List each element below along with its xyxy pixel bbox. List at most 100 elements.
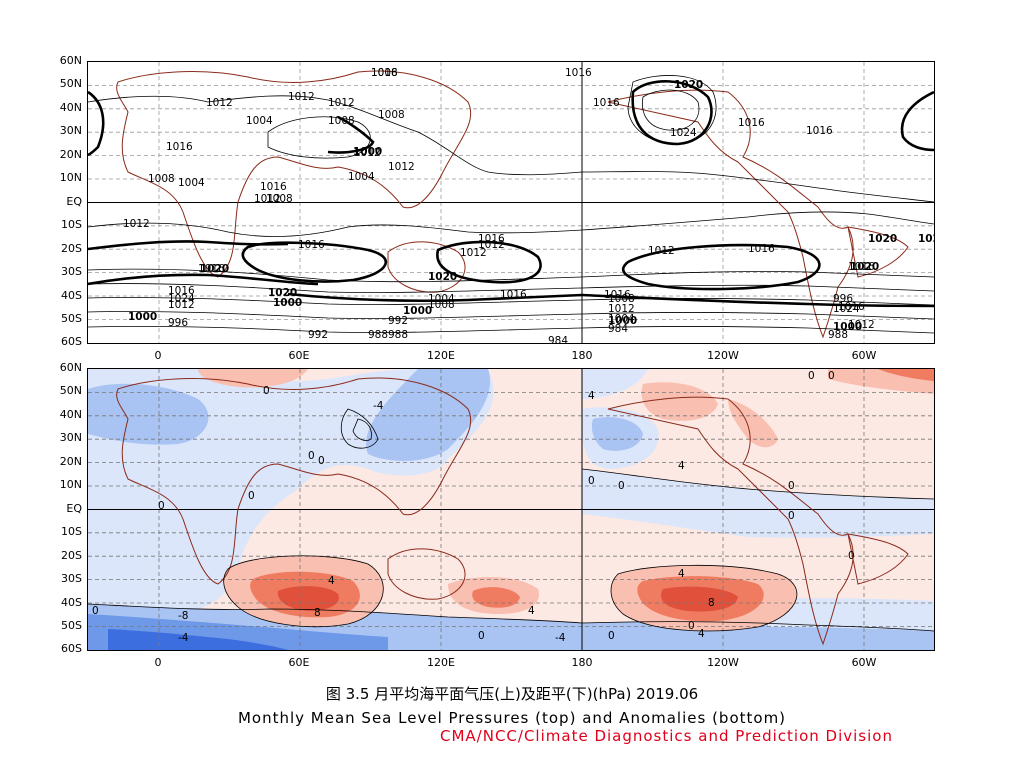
contour-label: 1008 [328,115,355,127]
contour-label: 0 [263,385,270,397]
latitude-label: 20N [59,454,82,468]
contour-label: 1016 [166,141,193,153]
latitude-label: 10S [61,525,82,539]
latitude-label: 30N [59,431,82,445]
top-contours-bold [88,80,934,308]
contour-label: 0 [828,370,835,382]
contour-label: 0 [618,480,625,492]
contour-label: 988 [828,329,848,341]
contour-label: 1016 [298,239,325,251]
contour-label: -4 [555,632,566,644]
latitude-label: 20S [61,548,82,562]
contour-label: 0 [608,630,615,642]
contour-label: 1016 [848,261,875,273]
contour-label: 1020 [868,233,897,245]
contour-label: 984 [608,323,628,335]
contour-label: 1016 [198,263,225,275]
contour-label: 0 [478,630,485,642]
contour-label: 1012 [478,239,505,251]
contour-label: 1012 [648,245,675,257]
latitude-label: 40N [59,407,82,421]
contour-label: 1004 [608,313,635,325]
negative-anomaly-regions [88,369,934,650]
contour-label: 1024 [670,127,697,139]
contour-label: 1012 [608,303,635,315]
longitude-label: 60E [288,349,310,362]
longitude-label: 120W [707,656,739,669]
contour-label: 1016 [604,289,631,301]
contour-label: 1016 [500,289,527,301]
contour-label: 0 [92,605,99,617]
latitude-label: 50S [61,311,82,325]
contour-label: -4 [178,632,189,644]
contour-label: 4 [698,628,705,640]
longitude-label: 60W [851,656,877,669]
contour-label: 0 [308,450,315,462]
contour-label: 1016 [838,301,865,313]
bottom-contours [88,408,934,632]
longitude-label: 120E [427,349,455,362]
contour-label: 1016 [565,67,592,79]
longitude-label: 120E [427,656,455,669]
contour-label: 1000 [608,315,637,327]
positive-anomaly-regions [198,369,934,631]
contour-label: 0 [808,370,815,382]
contour-label: 1004 [246,115,273,127]
latitude-label: 30S [61,572,82,586]
latitude-label: 50S [61,618,82,632]
contour-label: 1008 [371,67,398,79]
contour-label: 1004 [348,171,375,183]
longitude-label: 0 [154,656,162,669]
contour-label: 8 [708,597,715,609]
contour-label: 1012 [288,91,315,103]
contour-label: 1000 [128,311,157,323]
contour-label: 992 [308,329,328,341]
contour-label: -4 [373,400,384,412]
contour-label: 1024 [833,303,860,315]
contour-label: 1008 [428,299,455,311]
latitude-label: 30S [61,265,82,279]
contour-label: 988 [368,329,388,341]
contour-label: 1000 [833,321,862,333]
caption-organization: CMA/NCC/Climate Diagnostics and Predicti… [440,727,893,745]
contour-label: 1016 [738,117,765,129]
contour-label: 1012 [123,218,150,230]
contour-label: 1000 [273,297,302,309]
longitude-label: 120W [707,349,739,362]
caption-chinese: 图 3.5 月平均海平面气压(上)及距平(下)(hPa) 2019.06 [325,685,699,703]
contour-label: 1016 [260,181,287,193]
contour-label: 1000 [403,305,432,317]
latitude-label: 20N [59,147,82,161]
contour-label: 1008 [608,293,635,305]
contour-label: 4 [678,460,685,472]
caption-english: Monthly Mean Sea Level Pressures (top) a… [237,709,787,727]
contour-label: 1020 [200,263,229,275]
top-panel-slp-map: 1008 1016 1020 1012 1016 1004 1012 1012 1008 1008… [87,61,935,344]
contour-label: 1016 [371,67,398,79]
contour-label: 1012 [254,193,281,205]
contour-label: 0 [158,500,165,512]
contour-label: 1012 [460,247,487,259]
latitude-label: 50N [59,77,82,91]
contour-label: 1012 [388,161,415,173]
contour-label: 0 [788,480,795,492]
contour-label: 4 [528,605,535,617]
top-coastlines [116,70,909,339]
longitude-label: 60E [288,656,310,669]
contour-label: 1012 [328,97,355,109]
contour-label: 1008 [148,173,175,185]
latitude-label: 60S [61,642,82,656]
contour-label: 1024 [168,293,195,305]
contour-label: 1012 [206,97,233,109]
contour-label: 0 [688,620,695,632]
longitude-label: 180 [571,656,593,669]
contour-label: 0 [588,475,595,487]
contour-label: 996 [833,293,853,305]
contour-label: 1020 [850,261,879,273]
bottom-coastlines [116,377,909,646]
contour-label: 8 [314,607,321,619]
contour-label: 1020 [428,271,457,283]
